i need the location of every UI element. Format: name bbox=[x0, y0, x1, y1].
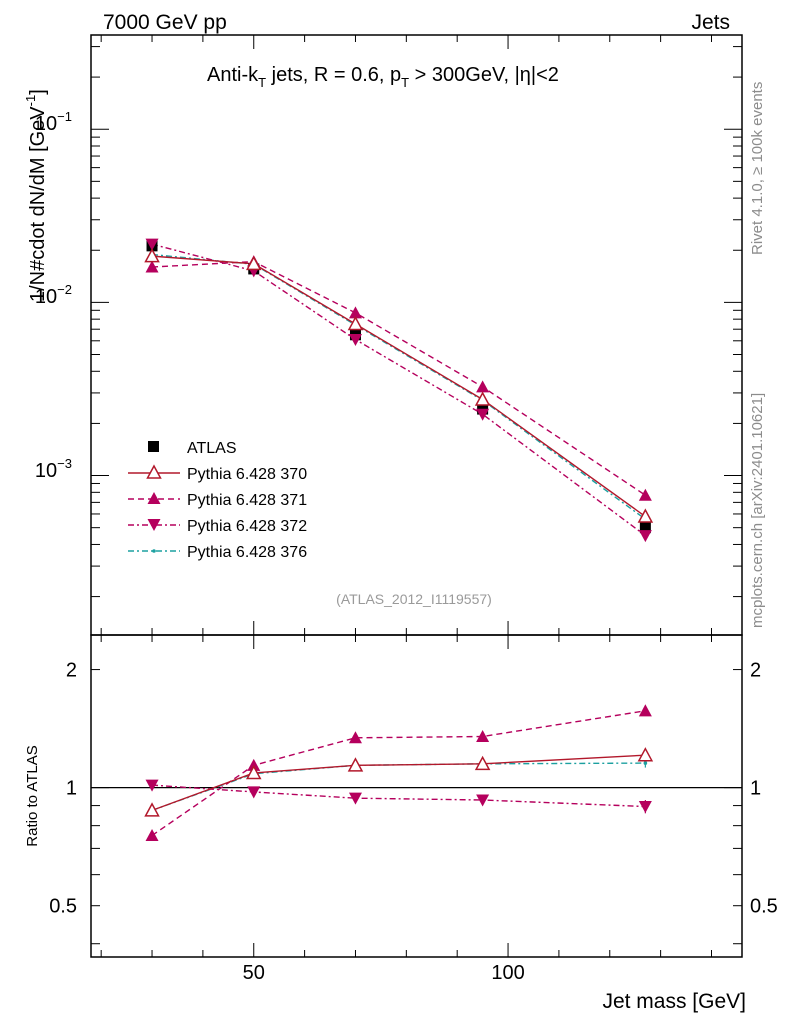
ratio-point-372 bbox=[247, 786, 261, 799]
data-point-370 bbox=[144, 248, 160, 263]
legend-label-370: Pythia 6.428 370 bbox=[187, 466, 307, 483]
ratio-point-370 bbox=[637, 747, 654, 762]
ratio-point-370 bbox=[144, 802, 160, 817]
data-point-370 bbox=[245, 255, 262, 271]
legend-marker-371 bbox=[147, 492, 161, 504]
ratio-point-371 bbox=[247, 758, 261, 771]
legend-entry-371: Pythia 6.428 371 bbox=[128, 492, 307, 509]
xtick-label-100: 100 bbox=[491, 962, 524, 984]
legend-label-atlas: ATLAS bbox=[187, 440, 237, 457]
data-point-372 bbox=[348, 334, 362, 347]
legend-marker-372 bbox=[147, 519, 161, 531]
data-point-370 bbox=[347, 315, 364, 331]
main-panel: Anti-kT jets, R = 0.6, pT > 300GeV, |η|<… bbox=[23, 34, 743, 636]
ratio-point-371 bbox=[638, 704, 652, 717]
plot-title: Anti-kT jets, R = 0.6, pT > 300GeV, |η|<… bbox=[207, 64, 559, 90]
xlabel: Jet mass [GeV] bbox=[602, 990, 746, 1013]
ratio-series bbox=[144, 704, 654, 842]
ratio-ytick-label-right: 0.5 bbox=[750, 896, 778, 918]
ratio-point-376 bbox=[643, 761, 648, 765]
main-ytick-labels: 10−1 10−2 10−3 bbox=[35, 109, 72, 482]
legend-marker-370 bbox=[146, 464, 162, 479]
legend-marker-376 bbox=[152, 549, 156, 553]
ratio-tick-labels: 2 2 1 1 0.5 0.5 50 100 bbox=[49, 660, 778, 984]
data-point-371 bbox=[638, 488, 652, 501]
legend-entry-376: Pythia 6.428 376 bbox=[128, 544, 307, 561]
legend-label-376: Pythia 6.428 376 bbox=[187, 544, 307, 561]
data-point-370 bbox=[637, 508, 654, 523]
data-point-372 bbox=[638, 530, 652, 543]
mcplots-label: mcplots.cern.ch [arXiv:2401.10621] bbox=[749, 393, 766, 628]
data-point-370 bbox=[474, 391, 491, 406]
data-point-atlas bbox=[639, 522, 651, 534]
ratio-ytick-label-right: 1 bbox=[750, 778, 761, 800]
ratio-panel: Ratio to ATLAS 2 2 1 1 0.5 0.5 50 100 Jet mass … bbox=[24, 634, 778, 1013]
legend-entry-atlas: ATLAS bbox=[148, 440, 237, 457]
ratio-point-370 bbox=[245, 764, 262, 780]
ratio-point-372 bbox=[638, 801, 652, 814]
ratio-point-372 bbox=[476, 794, 490, 807]
data-point-372 bbox=[145, 238, 159, 251]
ratio-ytick-label-left: 0.5 bbox=[49, 896, 77, 918]
ratio-point-372 bbox=[348, 792, 362, 805]
xtick-label-50: 50 bbox=[243, 962, 265, 984]
ratio-point-372 bbox=[145, 779, 159, 792]
ratio-line-370 bbox=[151, 754, 646, 812]
ratio-frame bbox=[90, 634, 743, 958]
ytick-label-1e-3: 10−3 bbox=[35, 456, 72, 482]
legend-label-371: Pythia 6.428 371 bbox=[187, 492, 307, 509]
legend-marker-atlas bbox=[148, 441, 159, 452]
data-point-372 bbox=[476, 408, 490, 421]
ratio-point-371 bbox=[348, 731, 362, 744]
ratio-point-371 bbox=[476, 730, 490, 743]
ratio-ytick-label-right: 2 bbox=[750, 660, 761, 682]
legend-entry-370: Pythia 6.428 370 bbox=[128, 464, 307, 483]
data-point-371 bbox=[476, 380, 490, 393]
main-series bbox=[144, 238, 654, 543]
data-point-371 bbox=[145, 260, 159, 273]
ratio-line-372 bbox=[151, 784, 646, 808]
ratio-line-371 bbox=[151, 710, 646, 837]
analysis-id: (ATLAS_2012_I1119557) bbox=[336, 591, 492, 607]
main-ylabel: 1/N#cdot dN/dM [GeV-1] bbox=[23, 89, 49, 302]
header-left: 7000 GeV pp bbox=[103, 11, 227, 34]
ratio-ticks bbox=[91, 635, 742, 957]
legend-label-372: Pythia 6.428 372 bbox=[187, 518, 307, 535]
main-ticks bbox=[91, 35, 742, 635]
legend: ATLAS Pythia 6.428 370 Pythia 6.428 371 … bbox=[128, 440, 307, 561]
ratio-point-370 bbox=[474, 755, 491, 771]
header-right: Jets bbox=[691, 11, 730, 34]
data-point-371 bbox=[348, 306, 362, 319]
rivet-label: Rivet 4.1.0, ≥ 100k events bbox=[749, 82, 766, 255]
ratio-ytick-label-left: 2 bbox=[66, 660, 77, 682]
ytick-label-1e-2: 10−2 bbox=[35, 282, 72, 308]
ratio-ylabel: Ratio to ATLAS bbox=[24, 745, 41, 846]
ratio-point-370 bbox=[347, 757, 364, 772]
ytick-label-1e-1: 10−1 bbox=[35, 109, 72, 135]
legend-entry-372: Pythia 6.428 372 bbox=[128, 518, 307, 535]
ratio-point-371 bbox=[145, 829, 159, 842]
series-line-371 bbox=[151, 260, 646, 496]
ratio-ytick-label-left: 1 bbox=[66, 778, 77, 800]
ratio-line-376 bbox=[151, 762, 646, 812]
